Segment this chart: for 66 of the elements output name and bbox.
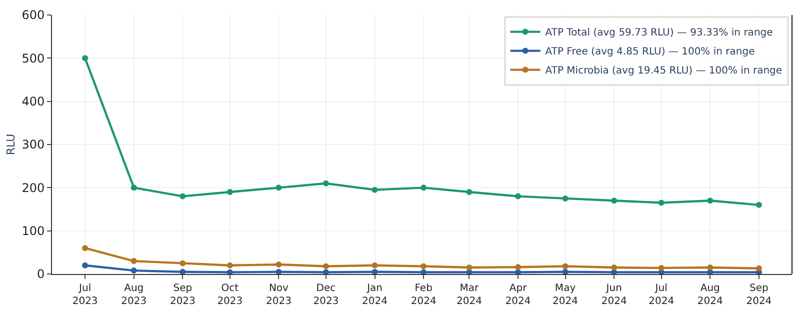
point: [562, 263, 568, 270]
point: [226, 188, 233, 195]
point: [322, 263, 329, 270]
point: [756, 265, 762, 272]
y-tick-label: 100: [22, 224, 45, 238]
y-tick-label: 0: [36, 267, 45, 282]
point: [658, 264, 664, 271]
point: [322, 180, 329, 186]
y-tick-label: 300: [22, 138, 45, 152]
point: [322, 269, 329, 274]
y-tick-label: 400: [22, 94, 45, 109]
y-axis-title: RLU: [4, 134, 18, 156]
point: [226, 262, 233, 268]
point: [466, 188, 472, 195]
y-tick-label: 600: [22, 8, 45, 22]
point: [707, 198, 714, 204]
point: [611, 264, 618, 271]
x-tick-label: May 2024: [552, 283, 578, 307]
x-tick-label: Jul 2023: [72, 283, 98, 307]
x-tick-label: Sep 2023: [170, 283, 196, 307]
point: [226, 269, 233, 274]
x-tick-label: Apr 2024: [505, 283, 531, 307]
point: [420, 263, 427, 270]
point: [658, 200, 664, 206]
x-tick-label: Dec 2023: [313, 283, 339, 307]
point: [562, 195, 568, 202]
x-tick-label: Jul 2024: [648, 283, 674, 307]
point: [562, 268, 568, 274]
legend-label: ATP Free (avg 4.85 RLU) — 100% in range: [545, 46, 755, 58]
x-tick-label: Aug 2024: [697, 283, 723, 307]
point: [515, 193, 522, 200]
point: [276, 184, 282, 191]
x-tick-label: Jan 2024: [362, 283, 388, 307]
point: [372, 262, 378, 268]
point: [82, 55, 88, 62]
point: [466, 264, 472, 271]
point: [130, 258, 137, 264]
x-tick-label: Oct 2023: [217, 283, 243, 307]
point: [276, 268, 282, 274]
point: [515, 264, 522, 270]
y-tick-label: 500: [22, 51, 45, 66]
y-tick-label: 200: [22, 180, 45, 195]
x-tick-label: Feb 2024: [410, 283, 436, 307]
point: [82, 245, 88, 252]
x-tick-label: Nov 2023: [266, 283, 292, 307]
x-tick-label: Mar 2024: [456, 283, 482, 307]
point: [82, 262, 88, 268]
point: [707, 264, 714, 271]
point: [372, 186, 378, 193]
point: [420, 184, 427, 191]
point: [130, 184, 137, 191]
point: [276, 262, 282, 268]
point: [180, 193, 186, 200]
point: [611, 198, 618, 204]
point: [372, 268, 378, 274]
x-tick-label: Aug 2023: [121, 283, 147, 307]
legend-label: ATP Microbia (avg 19.45 RLU) — 100% in range: [545, 66, 782, 77]
x-tick-label: Sep 2024: [746, 283, 772, 307]
point: [180, 260, 186, 266]
point: [180, 268, 186, 274]
point: [130, 268, 137, 274]
point: [420, 269, 427, 274]
point: [756, 202, 762, 208]
legend-label: ATP Total (avg 59.73 RLU) — 93.33% in range: [545, 28, 773, 39]
x-tick-label: Jun 2024: [601, 283, 627, 307]
point: [515, 269, 522, 274]
